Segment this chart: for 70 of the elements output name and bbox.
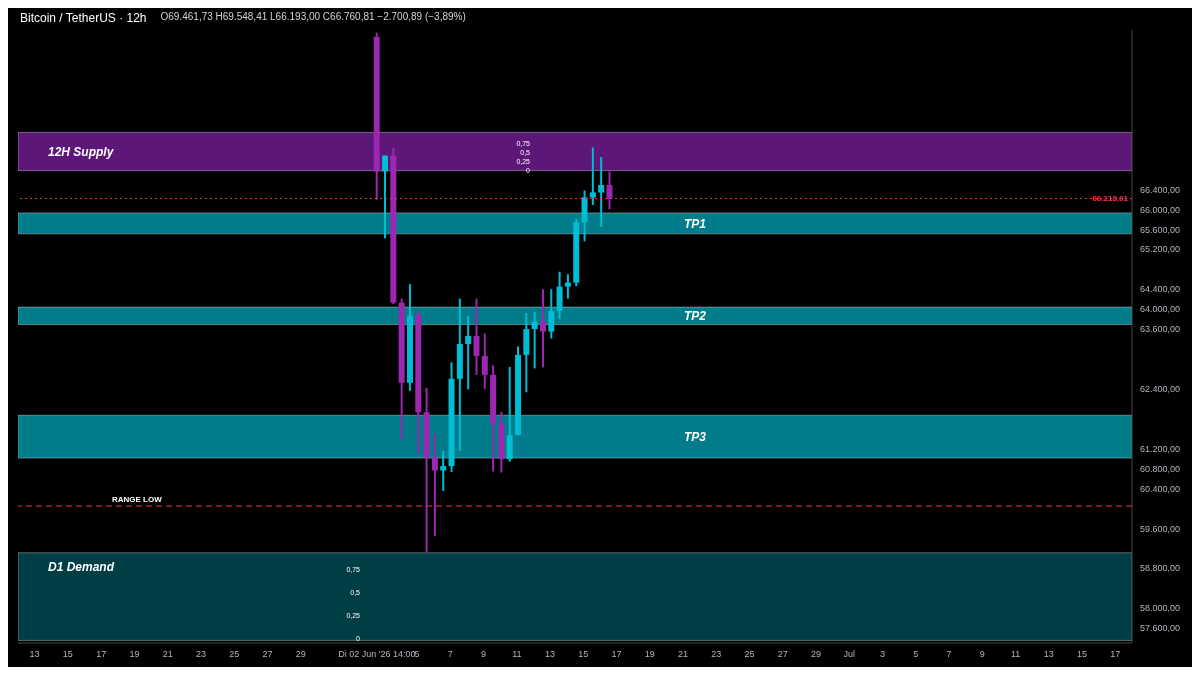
x-tick-label: 11: [512, 649, 522, 660]
x-tick-label: 25: [229, 649, 240, 660]
x-tick-label: 25: [744, 649, 755, 660]
x-tick-label: Jul: [843, 649, 856, 660]
x-tick-label: 27: [777, 649, 788, 660]
candlestick: [481, 332, 488, 391]
x-tick-label: 5: [414, 649, 420, 660]
x-tick-label: 13: [545, 649, 556, 660]
x-tick-label: 17: [611, 649, 622, 660]
candlestick: [598, 156, 605, 228]
candlestick: [382, 154, 389, 240]
x-tick-label: 9: [481, 649, 487, 660]
candlestick: [506, 365, 513, 463]
y-tick-label: 60.800,00: [1140, 463, 1181, 474]
x-tick-label: 23: [711, 649, 722, 660]
candlestick: [548, 288, 555, 340]
y-tick-label: 58.000,00: [1140, 603, 1181, 614]
y-tick-label: 65.600,00: [1140, 224, 1181, 235]
x-tick-label: 7: [447, 649, 453, 660]
ref-line-label: 66.218,01: [1092, 194, 1129, 204]
y-tick-label: 59.600,00: [1140, 523, 1181, 534]
y-tick-label: 61.200,00: [1140, 443, 1181, 454]
x-tick-label: 5: [913, 649, 919, 660]
x-tick-label: 21: [162, 649, 173, 660]
candlestick: [531, 311, 538, 370]
x-tick-label: 9: [979, 649, 985, 660]
x-tick-label: 15: [62, 649, 73, 660]
band-label: TP3: [683, 429, 707, 444]
x-tick-label: 19: [644, 649, 655, 660]
y-tick-label: 65.200,00: [1140, 244, 1181, 255]
band-label: TP1: [683, 216, 707, 231]
x-tick-label: 3: [880, 649, 886, 660]
x-tick-label: 27: [262, 649, 273, 660]
candlestick: [606, 170, 613, 211]
candlestick: [465, 315, 472, 391]
x-tick-label: 15: [1077, 649, 1088, 660]
y-tick-label: 64.400,00: [1140, 284, 1181, 295]
x-tick-label: 19: [129, 649, 140, 660]
y-tick-label: 62.400,00: [1140, 384, 1181, 395]
x-tick-label: 7: [946, 649, 952, 660]
candlestick: [440, 450, 447, 492]
y-tick-label: 57.600,00: [1140, 623, 1181, 634]
band-label: D1 Demand: [48, 559, 115, 574]
x-tick-label: 23: [195, 649, 206, 660]
candlestick: [589, 146, 596, 206]
x-tick-label: 15: [578, 649, 589, 660]
x-tick-label: 11: [1010, 649, 1021, 660]
y-tick-label: 63.600,00: [1140, 324, 1181, 335]
candlestick: [539, 288, 546, 369]
y-tick-label: 58.800,00: [1140, 563, 1181, 574]
x-tick-label: 17: [1110, 649, 1121, 660]
x-tick-label: 21: [678, 649, 689, 660]
y-tick-label: 60.400,00: [1140, 483, 1181, 494]
x-tick-label: 13: [29, 649, 40, 660]
band-label: TP2: [683, 309, 707, 324]
chart-title: Bitcoin / TetherUS · 12h: [20, 11, 147, 25]
y-tick-label: 64.000,00: [1140, 304, 1181, 315]
x-tick-label: Di 02 Jun '26 14:00: [338, 649, 416, 660]
candlestick: [564, 273, 571, 300]
ref-line-label: RANGE LOW: [112, 495, 163, 505]
band-label: 12H Supply: [48, 144, 115, 159]
x-tick-label: 29: [811, 649, 822, 660]
x-tick-label: 29: [295, 649, 306, 660]
y-tick-label: 66.000,00: [1140, 204, 1181, 215]
text: O69.461,73 H69.548,41 L66.193,00 C66.760,81 −2.700,89 (−3,89%): [160, 11, 466, 24]
candlestick: [473, 297, 480, 376]
x-tick-label: 13: [1043, 649, 1054, 660]
candlestick: [431, 432, 438, 537]
y-tick-label: 66.400,00: [1140, 184, 1181, 195]
x-tick-label: 17: [96, 649, 107, 660]
